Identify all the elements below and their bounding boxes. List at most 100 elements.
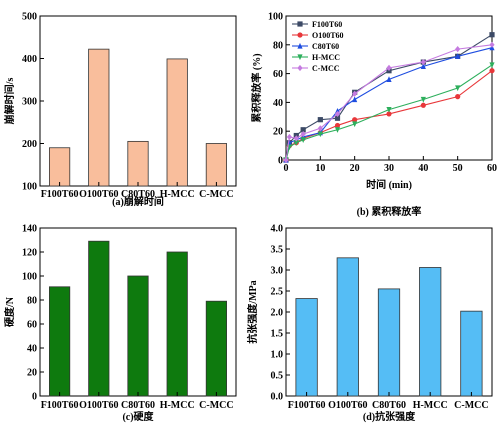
y-tick-label: 60 [27,320,37,331]
y-tick-label: 400 [22,54,37,65]
bar [127,140,149,187]
y-tick-label: 60 [273,69,283,80]
bar [127,275,149,397]
x-tick-label: 60 [487,163,497,174]
y-tick-label: 2.0 [271,308,284,319]
marker [455,46,461,53]
y-tick-label: 100 [22,272,37,283]
x-tick-label: H-MCC [160,189,195,200]
marker [293,135,299,142]
y-tick-label: 0 [278,156,283,167]
legend-entry: O100T60 [292,31,344,40]
y-axis-label: 硬度/N [3,296,16,327]
y-tick-label: 200 [22,139,37,150]
series-c-mcc [283,41,495,164]
bar [295,298,318,397]
bar [419,267,442,397]
marker [489,62,495,69]
x-tick-label: C-MCC [199,189,233,200]
marker [386,111,392,117]
marker [352,90,358,97]
bar [49,286,71,397]
y-tick-label: 100 [22,182,37,193]
x-tick-label: 0 [284,163,289,174]
y-tick-label: 0.0 [271,392,284,403]
x-axis-label: 时间 (min) [366,178,412,191]
series-o100t60 [283,68,495,163]
x-tick-label: H-MCC [413,400,448,411]
legend-entry: F100T60 [292,20,342,29]
bar [88,240,110,397]
marker [489,41,495,48]
marker [297,64,303,72]
bar [166,251,188,397]
x-tick-label: F100T60 [41,189,79,200]
x-tick-label: F100T60 [288,400,326,411]
y-tick-label: 40 [273,98,283,109]
chart-caption: (c)硬度 [122,410,154,423]
marker [352,117,358,123]
marker [420,96,426,103]
y-axis-label: 崩解时间/s [3,78,16,125]
marker [300,130,306,138]
legend-entry: C-MCC [292,64,340,73]
y-tick-label: 100 [268,12,283,23]
chart-caption: (d)抗张强度 [363,410,416,423]
x-tick-label: 40 [418,163,428,174]
marker [386,64,392,71]
marker [297,32,303,38]
series-h-mcc [283,62,495,164]
marker [297,21,303,27]
y-tick-label: 1.5 [271,329,284,340]
x-tick-label: O100T60 [328,400,367,411]
marker [317,117,323,123]
marker [455,85,461,92]
marker [286,133,293,141]
y-tick-label: 2.5 [271,287,284,298]
y-tick-label: 1.0 [271,350,284,361]
marker [489,32,495,38]
y-tick-label: 3.5 [271,245,284,256]
marker [317,131,323,138]
x-tick-label: C-MCC [454,400,488,411]
marker [334,122,341,129]
bar [205,300,227,397]
y-tick-label: 20 [273,127,283,138]
x-tick-label: 50 [453,163,463,174]
bar [166,58,188,187]
y-tick-label: 0 [32,392,37,403]
marker [352,121,358,128]
x-tick-label: F100T60 [41,400,79,411]
bar [460,310,483,397]
y-tick-label: 80 [27,296,37,307]
x-tick-label: 10 [315,163,325,174]
y-axis-label: 抗张强度/MPa [246,280,259,343]
chart-caption: (b) 累积释放率 [357,205,422,218]
marker [420,102,426,108]
marker [297,42,303,49]
x-tick-label: C80T60 [121,400,155,411]
x-tick-label: 30 [384,163,394,174]
y-tick-label: 500 [22,12,37,23]
marker [386,76,392,82]
y-tick-label: 4.0 [271,224,284,235]
x-tick-label: C80T60 [372,400,406,411]
legend-label: F100T60 [312,20,342,29]
x-tick-label: C-MCC [199,400,233,411]
chart-caption: (a)崩解时间 [112,195,164,208]
legend-label: H-MCC [312,53,340,62]
marker [489,68,495,74]
marker [455,94,461,100]
y-tick-label: 3.0 [271,266,284,277]
bar [336,257,359,397]
chart-2: 0 20 40 60 80 100 120 140 硬度/N (c)硬度 F100T60 O100T6… [3,224,237,423]
marker [420,63,426,69]
legend-label: O100T60 [312,31,344,40]
marker [334,115,341,121]
legend-label: C-MCC [312,64,340,73]
y-tick-label: 140 [22,224,37,235]
marker [283,156,289,164]
series-c80t60 [283,44,495,163]
bar [49,147,71,187]
